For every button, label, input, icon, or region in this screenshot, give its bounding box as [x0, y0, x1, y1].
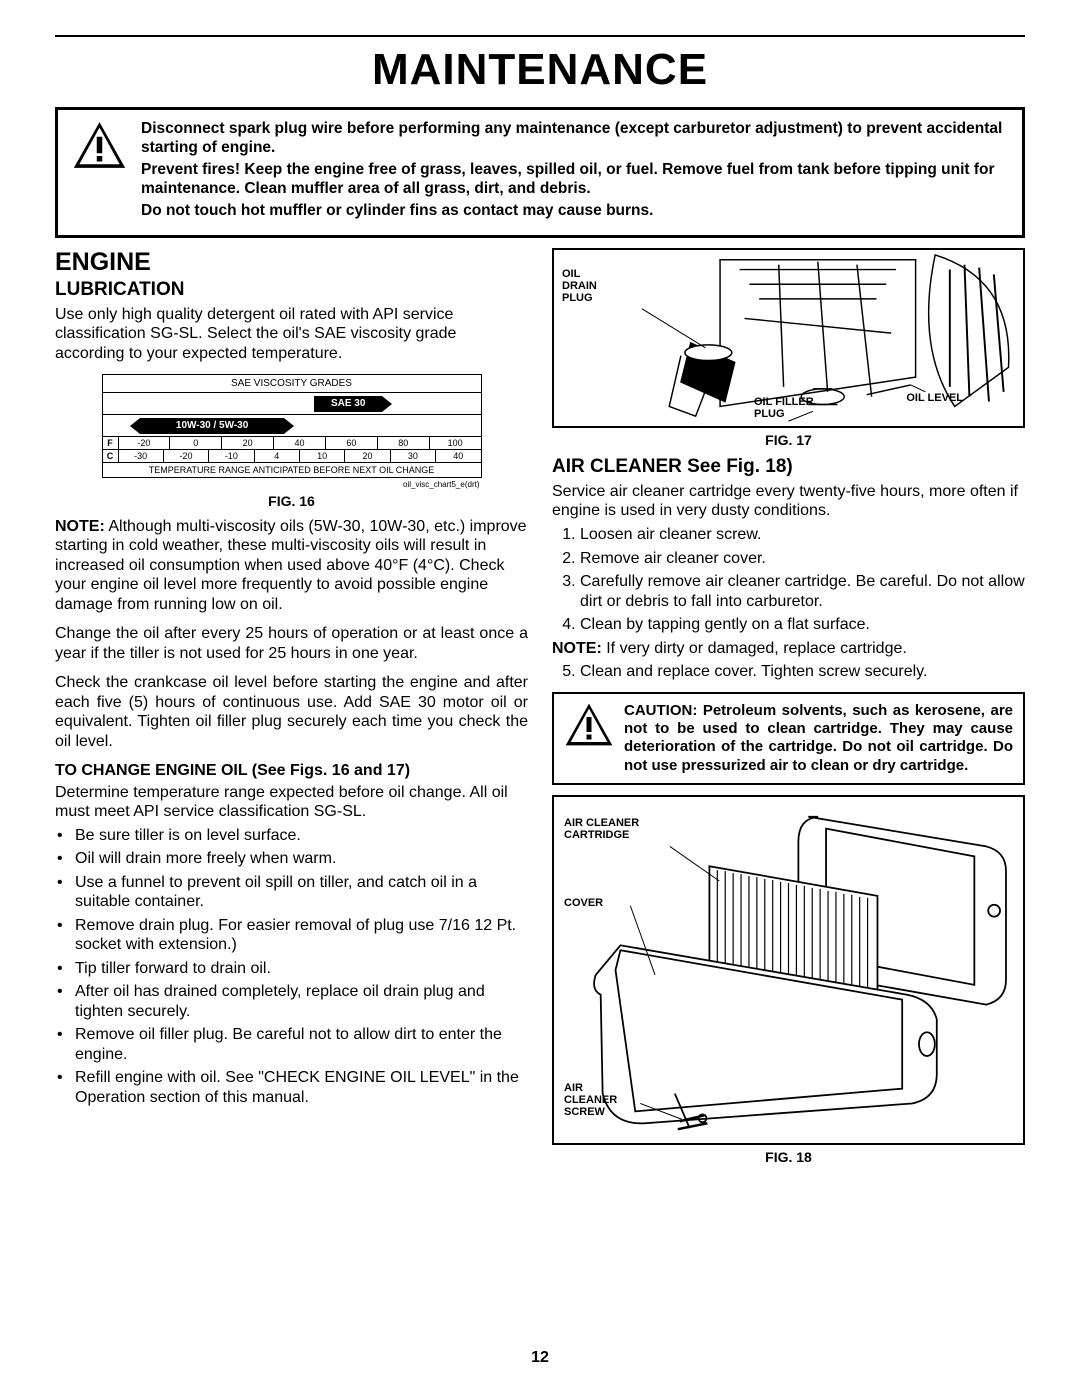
left-column: ENGINE LUBRICATION Use only high quality…: [55, 248, 528, 1173]
crankcase-check: Check the crankcase oil level before sta…: [55, 673, 528, 751]
warning-triangle-icon: [564, 702, 614, 775]
page-title: MAINTENANCE: [55, 45, 1025, 95]
list-item: Clean by tapping gently on a flat surfac…: [580, 615, 1025, 635]
lubrication-heading: LUBRICATION: [55, 279, 528, 301]
visc-title: SAE VISCOSITY GRADES: [103, 375, 481, 393]
warning-text: Disconnect spark plug wire before perfor…: [141, 120, 1008, 225]
visc-scale-c: C -30 -20 -10 4 10 20 30 40: [103, 450, 481, 463]
fig18-caption: FIG. 18: [552, 1149, 1025, 1165]
list-item: Carefully remove air cleaner cartridge. …: [580, 572, 1025, 611]
engine-heading: ENGINE: [55, 248, 528, 277]
list-item: After oil has drained completely, replac…: [75, 982, 528, 1021]
rule-top: [55, 35, 1025, 37]
fig18-diagram: AIR CLEANER CARTRIDGE COVER AIR CLEANER …: [552, 795, 1025, 1145]
right-column: OIL DRAIN PLUG OIL FILLER PLUG OIL LEVEL…: [552, 248, 1025, 1173]
label-oil-level: OIL LEVEL: [906, 392, 963, 404]
list-item: Tip tiller forward to drain oil.: [75, 959, 528, 979]
lubrication-intro: Use only high quality detergent oil rate…: [55, 305, 528, 364]
visc-footer: TEMPERATURE RANGE ANTICIPATED BEFORE NEX…: [103, 463, 481, 477]
oil-change-interval: Change the oil after every 25 hours of o…: [55, 624, 528, 663]
note1: NOTE: Although multi-viscosity oils (5W-…: [55, 517, 528, 615]
label-cover: COVER: [564, 897, 603, 909]
page-number: 12: [0, 1349, 1080, 1367]
visc-f-label: F: [103, 437, 119, 449]
warning-p1: Disconnect spark plug wire before perfor…: [141, 120, 1008, 157]
warning-triangle-icon: [72, 120, 127, 225]
list-item: Remove air cleaner cover.: [580, 549, 1025, 569]
fig16-caption: FIG. 16: [55, 493, 528, 509]
change-oil-intro: Determine temperature range expected bef…: [55, 783, 528, 822]
caution-box: CAUTION: Petroleum solvents, such as ker…: [552, 692, 1025, 785]
list-item: Use a funnel to prevent oil spill on til…: [75, 873, 528, 912]
list-item: Clean and replace cover. Tighten screw s…: [580, 662, 1025, 682]
list-item: Remove drain plug. For easier removal of…: [75, 916, 528, 955]
change-oil-heading: TO CHANGE ENGINE OIL (See Figs. 16 and 1…: [55, 761, 528, 781]
air-cleaner-steps: Loosen air cleaner screw. Remove air cle…: [552, 525, 1025, 635]
warning-p2: Prevent fires! Keep the engine free of g…: [141, 161, 1008, 198]
list-item: Oil will drain more freely when warm.: [75, 849, 528, 869]
fig17-diagram: OIL DRAIN PLUG OIL FILLER PLUG OIL LEVEL: [552, 248, 1025, 428]
visc-scale-f: F -20 0 20 40 60 80 100: [103, 437, 481, 450]
label-screw: AIR CLEANER SCREW: [564, 1082, 617, 1118]
visc-bar-sae30: SAE 30: [314, 396, 382, 412]
label-oil-drain-plug: OIL DRAIN PLUG: [562, 268, 597, 304]
label-cartridge: AIR CLEANER CARTRIDGE: [564, 817, 639, 841]
list-item: Be sure tiller is on level surface.: [75, 826, 528, 846]
list-item: Loosen air cleaner screw.: [580, 525, 1025, 545]
air-cleaner-step5: Clean and replace cover. Tighten screw s…: [552, 662, 1025, 682]
visc-credit: oil_visc_chart5_e(drt): [102, 480, 482, 489]
visc-bar-10w30: 10W-30 / 5W-30: [140, 418, 284, 434]
viscosity-chart: SAE VISCOSITY GRADES SAE 30 10W-30 / 5W-…: [102, 374, 482, 478]
label-oil-filler-plug: OIL FILLER PLUG: [754, 396, 814, 420]
list-item: Refill engine with oil. See "CHECK ENGIN…: [75, 1068, 528, 1107]
air-cleaner-illustration: [554, 797, 1023, 1143]
caution-text: CAUTION: Petroleum solvents, such as ker…: [624, 702, 1013, 775]
air-cleaner-note: NOTE: If very dirty or damaged, replace …: [552, 639, 1025, 659]
oil-change-steps: Be sure tiller is on level surface. Oil …: [55, 826, 528, 1108]
visc-row-10w30: 10W-30 / 5W-30: [103, 415, 481, 437]
warning-box-top: Disconnect spark plug wire before perfor…: [55, 107, 1025, 238]
fig17-caption: FIG. 17: [552, 432, 1025, 448]
air-cleaner-intro: Service air cleaner cartridge every twen…: [552, 482, 1025, 521]
air-cleaner-heading: AIR CLEANER See Fig. 18): [552, 456, 1025, 478]
warning-p3: Do not touch hot muffler or cylinder fin…: [141, 202, 1008, 221]
visc-row-sae30: SAE 30: [103, 393, 481, 415]
visc-c-label: C: [103, 450, 119, 462]
list-item: Remove oil filler plug. Be careful not t…: [75, 1025, 528, 1064]
